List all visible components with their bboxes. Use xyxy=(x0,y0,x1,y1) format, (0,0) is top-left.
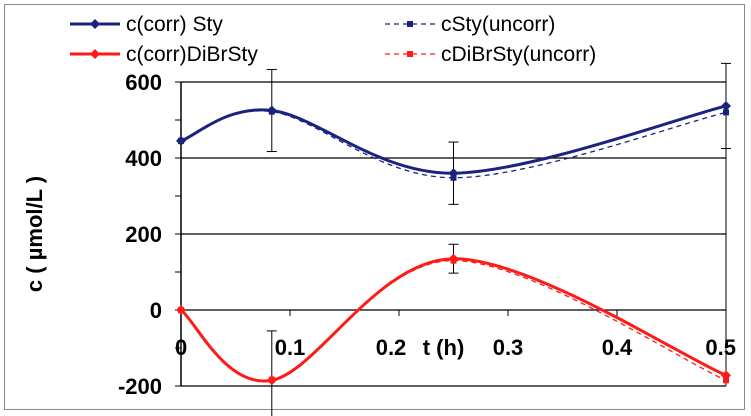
y-tick-label: 200 xyxy=(125,222,162,247)
legend-marker xyxy=(407,21,413,27)
x-tick-labels: 0 0.1 0.2 0.3 0.4 0.5 xyxy=(175,335,736,360)
x-tick-label: 0 xyxy=(175,335,187,360)
legend-item: cSty(uncorr) xyxy=(385,13,555,36)
legend-label: cDiBrSty(uncorr) xyxy=(441,43,596,66)
legend-label: cSty(uncorr) xyxy=(441,13,555,36)
legend-marker xyxy=(407,51,413,57)
data-point xyxy=(178,137,184,144)
x-tick-label: 0.5 xyxy=(705,335,736,360)
x-tick-label: 0.1 xyxy=(275,335,306,360)
series-line xyxy=(180,110,727,179)
y-tick-labels: 600 400 200 0 -200 xyxy=(118,70,162,399)
data-point xyxy=(721,100,731,111)
legend-item: c(corr) Sty xyxy=(70,13,223,36)
x-tick-label: 0.2 xyxy=(376,335,407,360)
data-point xyxy=(450,174,457,181)
chart-frame xyxy=(4,4,745,410)
series-c-corr-sty xyxy=(176,62,731,205)
y-tick-label: -200 xyxy=(118,374,162,399)
data-point xyxy=(450,257,457,264)
legend-marker xyxy=(90,49,100,59)
data-point xyxy=(178,307,184,313)
y-axis-label: c ( µmol/L ) xyxy=(22,176,47,292)
x-tick-label: 0.4 xyxy=(602,335,633,360)
data-point xyxy=(268,108,275,115)
y-tick-label: 600 xyxy=(125,70,162,95)
series-cdibrsty-uncorr- xyxy=(178,257,729,384)
y-tick-label: 400 xyxy=(125,146,162,171)
data-point xyxy=(723,109,729,116)
x-tick-label: 0.3 xyxy=(493,335,524,360)
x-axis-label: t (h) xyxy=(423,335,465,360)
legend-marker xyxy=(90,19,100,29)
legend-item: c(corr)DiBrSty xyxy=(70,43,258,66)
legend-label: c(corr) Sty xyxy=(126,13,223,36)
y-tick-label: 0 xyxy=(150,298,162,323)
series-layer xyxy=(176,62,731,416)
data-point xyxy=(723,377,729,384)
series-csty-uncorr- xyxy=(178,108,729,181)
series-line xyxy=(180,259,727,381)
series-c-corr-dibrsty xyxy=(176,243,731,416)
legend-label: c(corr)DiBrSty xyxy=(126,43,258,66)
legend-item: cDiBrSty(uncorr) xyxy=(385,43,596,66)
series-line xyxy=(179,257,727,383)
legend: c(corr) Sty cSty(uncorr) c(corr)DiBrSty cDi… xyxy=(70,13,596,66)
data-point xyxy=(268,376,275,383)
